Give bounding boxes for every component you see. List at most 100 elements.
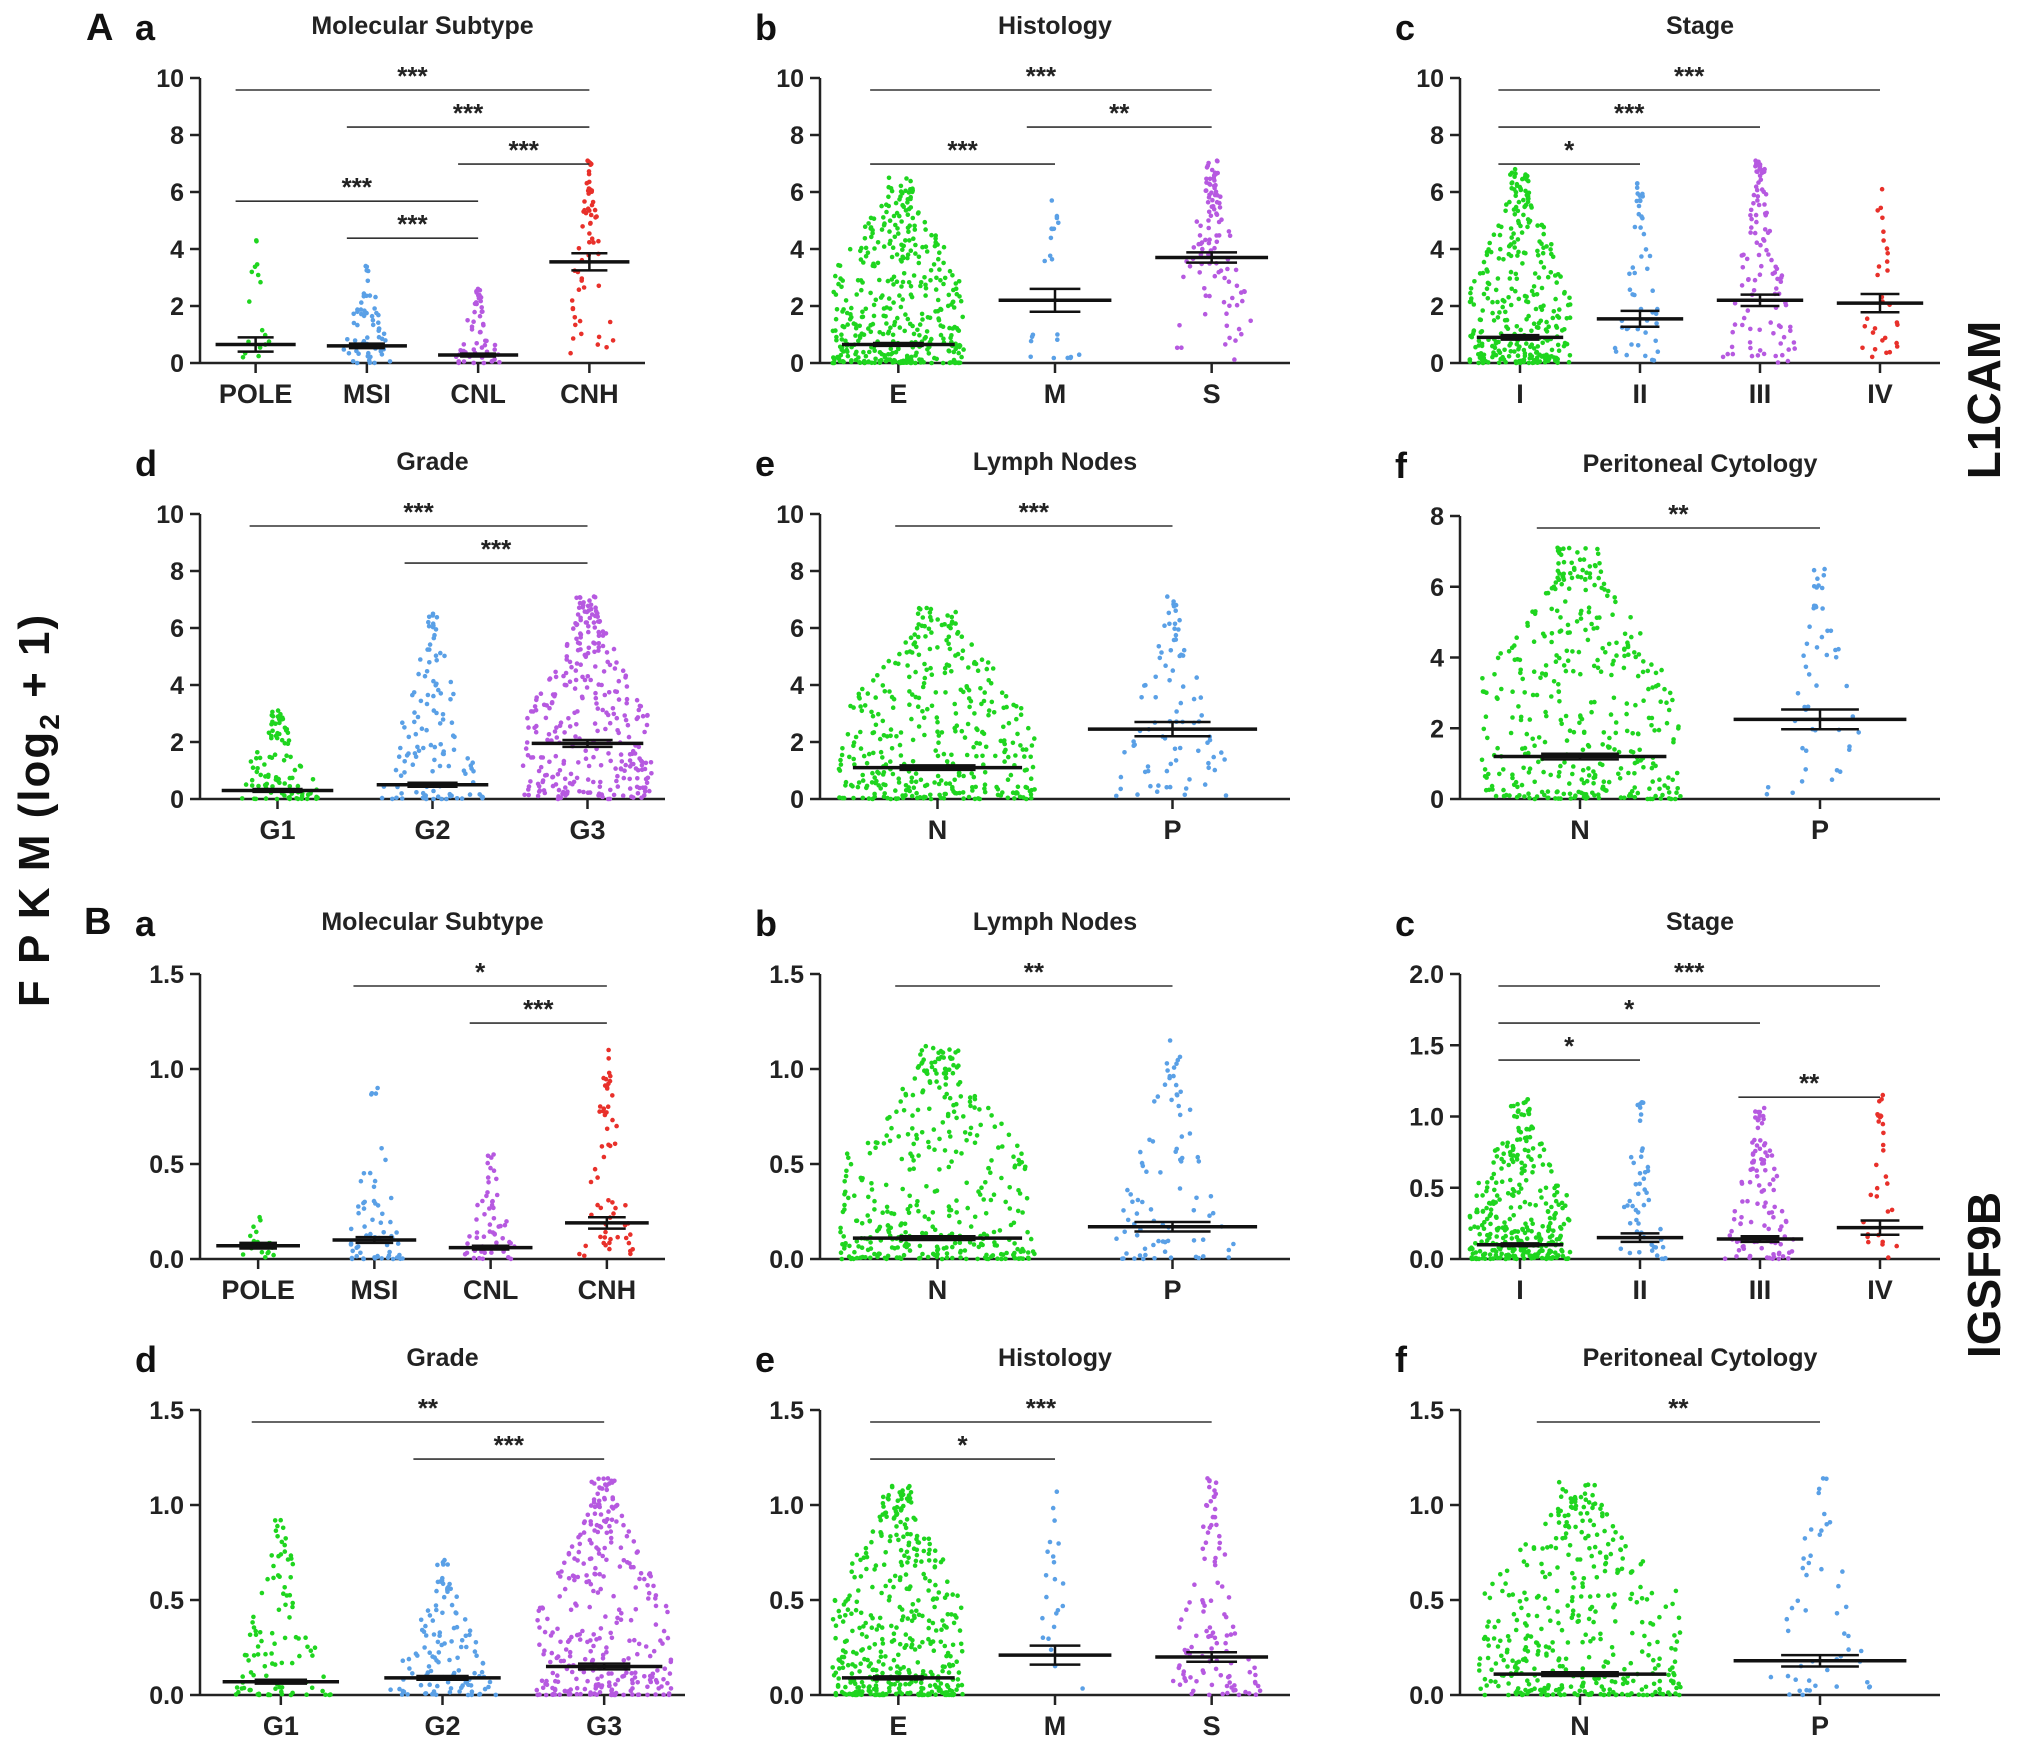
data-points-g2 xyxy=(388,1557,499,1698)
data-point xyxy=(838,1225,843,1231)
data-point xyxy=(580,605,586,610)
data-point xyxy=(936,740,941,745)
data-point xyxy=(604,1645,609,1650)
data-point xyxy=(1196,748,1201,754)
data-point xyxy=(441,1594,447,1600)
data-point xyxy=(263,774,268,779)
data-point xyxy=(1617,776,1623,781)
x-tick-label: G1 xyxy=(259,815,295,845)
data-point xyxy=(574,636,579,642)
data-point xyxy=(1502,318,1508,323)
data-point xyxy=(1557,655,1562,661)
data-point xyxy=(485,1160,491,1166)
data-point xyxy=(1176,627,1181,632)
data-point xyxy=(393,767,399,773)
data-point xyxy=(1030,764,1036,770)
data-point xyxy=(855,278,861,283)
data-point xyxy=(431,1632,437,1637)
data-point xyxy=(461,348,467,354)
data-point xyxy=(1519,782,1525,788)
x-tick-label: M xyxy=(1044,379,1067,409)
data-point xyxy=(587,1604,592,1610)
data-point xyxy=(249,777,255,783)
data-point xyxy=(949,752,954,758)
data-point xyxy=(949,619,955,624)
data-point xyxy=(1561,663,1567,668)
data-point xyxy=(878,295,884,300)
data-point xyxy=(1626,770,1631,776)
data-point xyxy=(862,224,868,229)
data-point xyxy=(608,1540,614,1545)
data-point xyxy=(562,1688,568,1694)
data-point xyxy=(585,790,591,795)
data-point xyxy=(592,1511,598,1516)
data-point xyxy=(1018,712,1024,717)
data-point xyxy=(1485,1180,1490,1185)
data-point xyxy=(1762,202,1767,207)
data-point xyxy=(938,306,943,312)
data-point xyxy=(423,1623,428,1629)
x-tick-label: CNH xyxy=(560,379,619,409)
data-point xyxy=(619,759,625,764)
data-point xyxy=(614,1123,619,1129)
data-point xyxy=(1142,683,1147,688)
data-point xyxy=(309,1685,315,1691)
data-point xyxy=(1563,599,1568,604)
significance-label: ** xyxy=(418,1393,439,1423)
data-point xyxy=(480,1198,485,1204)
data-point xyxy=(863,245,869,251)
data-point xyxy=(1556,682,1561,687)
data-point xyxy=(1178,652,1184,658)
data-point xyxy=(388,1219,393,1225)
data-point xyxy=(452,734,457,740)
data-point xyxy=(1480,1255,1486,1261)
data-point xyxy=(840,359,846,365)
data-point xyxy=(923,227,928,232)
data-point xyxy=(1132,1256,1137,1261)
data-point xyxy=(432,757,437,763)
data-point xyxy=(890,332,896,338)
data-point xyxy=(1751,201,1756,206)
data-point xyxy=(426,1664,432,1669)
data-point xyxy=(1601,779,1607,784)
data-point xyxy=(910,1092,916,1098)
data-point xyxy=(422,1645,427,1650)
data-point xyxy=(642,793,647,798)
data-point xyxy=(949,1159,954,1164)
data-point xyxy=(575,709,580,714)
data-points-iii xyxy=(1720,158,1797,365)
data-point xyxy=(1761,1105,1767,1111)
data-point xyxy=(930,1251,936,1257)
data-point xyxy=(1519,1160,1524,1166)
data-point xyxy=(847,246,853,252)
data-point xyxy=(1555,342,1561,348)
data-point xyxy=(857,360,862,365)
data-point xyxy=(1495,299,1500,305)
data-point xyxy=(917,333,922,338)
data-point xyxy=(935,753,941,759)
data-point xyxy=(608,1529,614,1534)
data-point xyxy=(1492,1187,1497,1193)
data-point xyxy=(1632,650,1637,655)
data-point xyxy=(869,1181,874,1186)
data-point xyxy=(454,1611,459,1616)
data-point xyxy=(581,1530,587,1535)
data-point xyxy=(1579,777,1584,782)
data-point xyxy=(1764,210,1769,216)
data-point xyxy=(583,620,589,625)
data-point xyxy=(1177,1186,1183,1191)
data-point xyxy=(394,795,399,801)
data-point xyxy=(240,1252,246,1257)
data-point xyxy=(585,1678,590,1684)
data-point xyxy=(1547,1215,1553,1221)
data-point xyxy=(1754,1168,1759,1173)
data-point xyxy=(905,200,910,205)
data-point xyxy=(638,1571,644,1576)
data-point xyxy=(269,1553,275,1558)
data-point xyxy=(1177,617,1182,623)
data-point xyxy=(1030,332,1036,338)
data-point xyxy=(934,1188,940,1193)
data-points-m xyxy=(1028,198,1082,361)
data-point xyxy=(485,1190,490,1195)
